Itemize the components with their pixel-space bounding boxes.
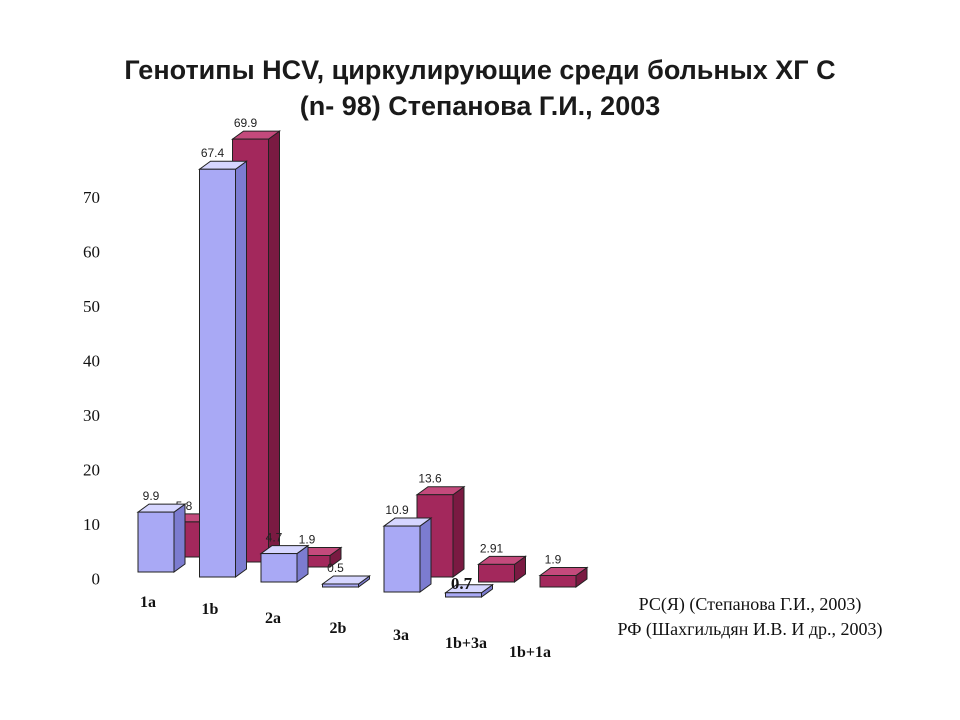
chart-title-line1: Генотипы HCV, циркулирующие среди больны… (124, 55, 836, 85)
data-label: 69.9 (234, 116, 258, 130)
bar-front (383, 525, 421, 593)
y-tick-label: 70 (83, 188, 100, 207)
chart-title-line2: (n- 98) Степанова Г.И., 2003 (299, 91, 661, 121)
bar-1b+1a-series-2 (538, 566, 589, 588)
bar-side (452, 485, 465, 578)
bar-side (235, 160, 247, 578)
bar-front (260, 553, 298, 583)
bar-side (268, 130, 280, 563)
bar-1a-series-1 (136, 503, 187, 573)
chart-title: Генотипы HCV, циркулирующие среди больны… (0, 52, 960, 124)
y-tick-label: 40 (83, 352, 100, 371)
bar-front (199, 168, 236, 578)
category-label: 2b (330, 620, 347, 637)
data-label: 13.6 (418, 472, 442, 486)
y-tick-label: 0 (92, 570, 101, 589)
data-label: 0.5 (327, 561, 344, 575)
bar-1b+3a-series-2 (476, 555, 528, 583)
bar-3a-series-1 (382, 517, 433, 593)
bar-1b-series-1 (197, 160, 249, 578)
data-label: 1.9 (545, 553, 562, 567)
data-label: 10.9 (385, 503, 409, 517)
bar-front (322, 583, 359, 588)
y-tick-label: 20 (83, 461, 100, 480)
data-label: 1.9 (299, 533, 316, 547)
bar-side (419, 517, 432, 593)
bar-front (445, 592, 482, 598)
bar-front (137, 511, 175, 573)
y-tick-label: 50 (83, 297, 100, 316)
bar-front (478, 563, 515, 583)
data-label: 9.9 (143, 489, 160, 503)
bar-3a-series-2 (415, 485, 466, 578)
bar-front (539, 575, 577, 588)
category-label: 1b (202, 601, 219, 618)
legend-series-2: РФ (Шахгильдян И.В. И др., 2003) (617, 619, 883, 639)
bar-side (173, 503, 186, 573)
data-label: 4.7 (266, 531, 283, 545)
data-label: 0.7 (451, 574, 473, 593)
data-label: 67.4 (201, 146, 225, 160)
y-tick-label: 60 (83, 243, 100, 262)
bar-2b-series-1 (320, 574, 372, 588)
y-tick-label: 30 (83, 406, 100, 425)
category-label: 2a (265, 610, 281, 627)
data-label: 2.91 (480, 541, 504, 555)
legend-series-1: РС(Я) (Степанова Г.И., 2003) (638, 594, 862, 614)
bar-1b+3a-series-1 (443, 583, 495, 598)
category-label: 1a (140, 594, 156, 611)
category-label: 3a (393, 627, 409, 644)
y-tick-label: 10 (83, 515, 100, 534)
category-label: 1b+1a (509, 644, 551, 661)
bar-2a-series-1 (259, 544, 310, 583)
legend: РС(Я) (Степанова Г.И., 2003) РФ (Шахгиль… (560, 592, 940, 642)
category-label: 1b+3a (445, 635, 487, 652)
